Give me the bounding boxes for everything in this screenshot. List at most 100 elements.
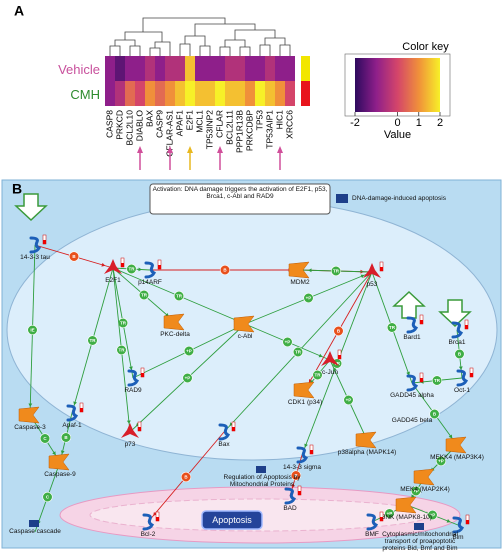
node-label: Regulation of Apoptosis by Mitochondrial… [223, 474, 301, 488]
node-label: 14-3-3 tau [20, 254, 50, 261]
heatmap-cell [205, 81, 215, 106]
column-label: BCL2L11 [224, 110, 234, 145]
node-label: p73 [124, 441, 136, 448]
process-icon [256, 466, 266, 473]
edge-label: TR [90, 338, 97, 343]
edge-arrowhead [153, 511, 157, 516]
heatmap-cell [205, 56, 215, 81]
edge-label-badge [429, 408, 440, 420]
node-label: GADD45 beta [391, 417, 433, 424]
edge-label-badge [435, 455, 447, 467]
edge-label: B [433, 412, 437, 417]
heatmap-cell [285, 81, 295, 106]
protein-icon [366, 513, 379, 531]
tf-icon [363, 263, 381, 278]
heatmap-cell [285, 56, 295, 81]
column-label: CASP9 [154, 110, 164, 138]
edge-label-badge [330, 265, 342, 277]
kinase-icon [395, 496, 417, 514]
arrow-icon [438, 299, 472, 328]
heatmap-cell [165, 81, 175, 106]
node-label: Apaf-1 [62, 422, 82, 429]
edge-label: +P [413, 489, 419, 494]
node-label: CDK1 (p34) [287, 399, 323, 406]
key-tick-label: 2 [437, 117, 443, 129]
protein-icon [66, 404, 79, 422]
node-label: GADD45 alpha [390, 392, 434, 399]
status-level [80, 408, 83, 412]
status-level [466, 520, 469, 524]
tf-icon [321, 351, 339, 366]
edge-arrowhead [448, 434, 453, 439]
heatmap-cell [235, 81, 245, 106]
edge-label-badge [431, 375, 443, 386]
status-level [465, 325, 468, 329]
status-level [380, 267, 383, 271]
heatmap-cell [235, 56, 245, 81]
edge-label: IE [30, 328, 34, 333]
node-label: Brca1 [448, 339, 466, 346]
protein-icon [296, 446, 309, 464]
dendrogram-branch [142, 17, 226, 32]
panel-letter: B [12, 181, 22, 197]
edge-label: TR [141, 293, 148, 298]
heatmap-cell [195, 56, 205, 81]
edge-arrowhead [308, 379, 313, 384]
heatmap-cell [265, 81, 275, 106]
dendrogram-branch [124, 31, 163, 42]
node-label: Caspase-9 [44, 471, 76, 478]
node-label: Caspase-3 [14, 424, 46, 431]
node-label: p53 [366, 281, 378, 288]
protein-icon [452, 516, 465, 534]
edge-arrowhead [73, 401, 77, 406]
key-axis-label: Value [384, 129, 411, 141]
node-label: BMF [365, 531, 379, 538]
edge-arrowhead [360, 274, 365, 279]
heatmap-cell [215, 56, 225, 81]
node-label: Bard1 [403, 334, 421, 341]
status-level [420, 378, 423, 382]
node-label: 14-3-3 sigma [283, 464, 321, 471]
highlight-arrow-head [167, 146, 173, 153]
column-label: DIABLO [134, 110, 144, 142]
node-label: Apoptosis [212, 515, 252, 525]
edge-label: +P [438, 459, 444, 464]
edge-arrowhead [28, 403, 33, 408]
status-level [121, 263, 124, 267]
node-label: RAD9 [124, 387, 142, 394]
edge-arrowhead [333, 367, 337, 372]
node-label: MDM2 [290, 279, 310, 286]
edge-label-badge [454, 348, 465, 360]
node-label: p38alpha (MAPK14) [337, 449, 397, 456]
edge-label-badge [282, 336, 293, 348]
node-label: JNK (MAPK8-10) [382, 514, 432, 521]
status-level [420, 320, 423, 324]
edge-label: TR [129, 267, 136, 272]
protein-icon [284, 487, 297, 505]
kinase-icon [293, 381, 315, 399]
edge-label-badge [60, 432, 72, 443]
edge-label-badge [219, 264, 231, 276]
callout: Activation: DNA damage triggers the acti… [152, 186, 328, 200]
edge-label: +P [387, 511, 393, 516]
node-label: p14ARF [138, 279, 162, 286]
group-color-bar [301, 81, 310, 106]
edge-label-badge [68, 251, 80, 262]
kinase-icon [445, 436, 467, 454]
column-label: TP53AIP1 [264, 110, 274, 149]
node-label: BAD [283, 505, 297, 512]
edge-label: TR [333, 269, 340, 274]
status-level [156, 517, 159, 521]
edge-label-badge [182, 372, 193, 384]
edge-label-badge [126, 263, 137, 275]
edge-arrowhead [291, 484, 296, 489]
protein-icon [127, 369, 140, 387]
node-label: Caspase cascade [9, 528, 61, 535]
status-level [310, 450, 313, 454]
heatmap-cell [115, 56, 125, 81]
status-level [470, 373, 473, 377]
edge-label: TR [295, 350, 302, 355]
column-label: PPP1R13B [234, 110, 244, 153]
